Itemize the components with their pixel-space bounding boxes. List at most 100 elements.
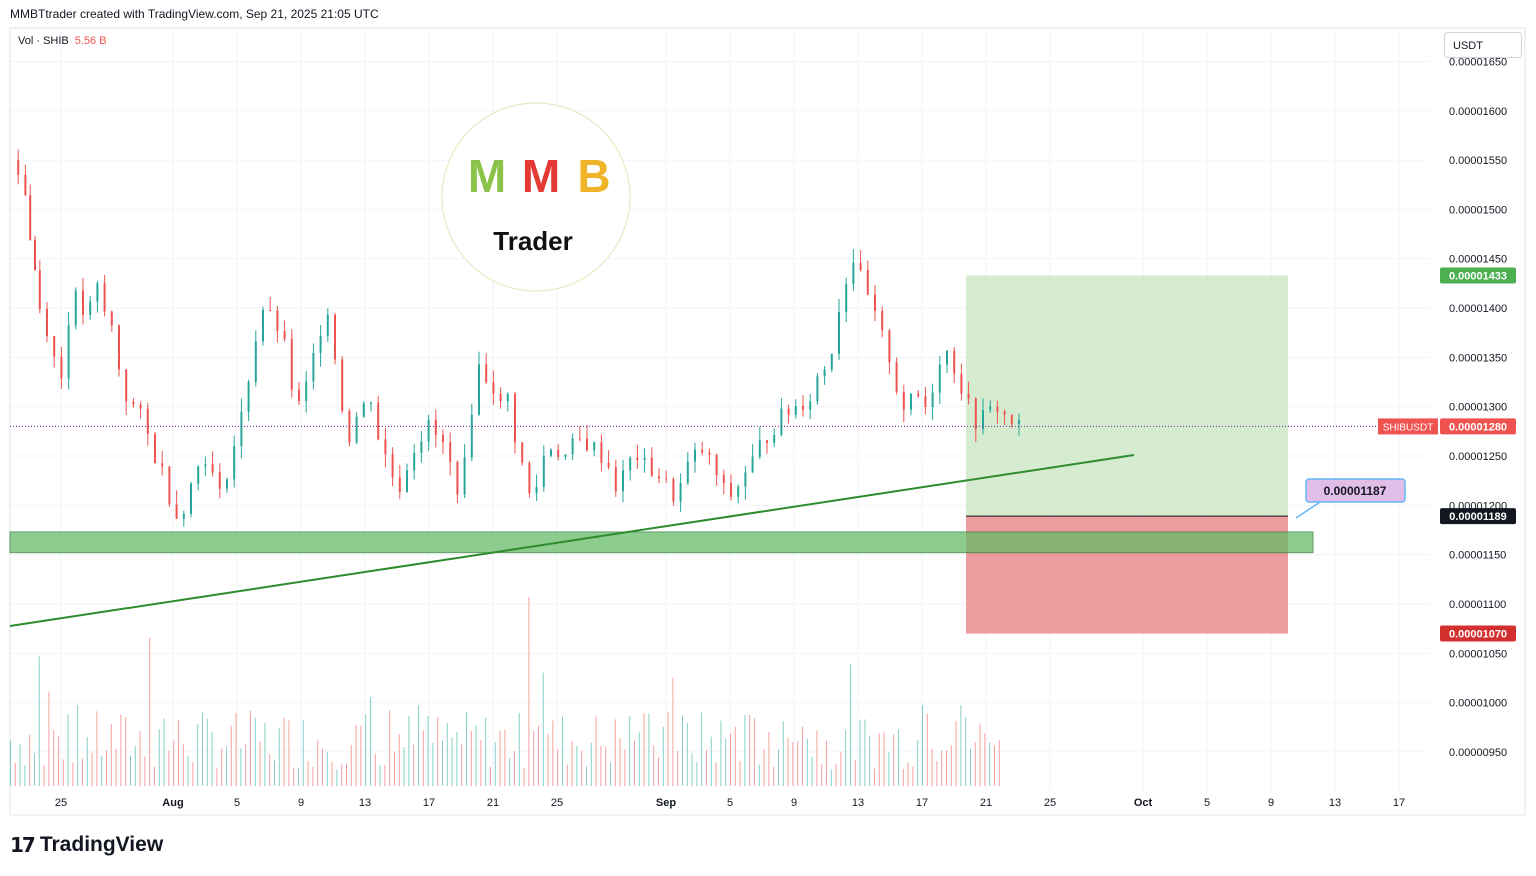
volume-bar [754,718,755,786]
volume-bar [216,768,218,786]
tradingview-wordmark: TradingView [39,833,164,856]
y-tick-label: 0.00001450 [1449,254,1507,266]
take-profit-tag-bg [1440,267,1516,284]
candle-body [60,356,63,379]
trendline [9,454,1135,627]
volume-bar [461,743,463,786]
volume-bar [442,740,443,786]
volume-bar [542,672,544,786]
volume-bar [72,762,74,786]
x-tick-label: 25 [55,797,67,809]
candle-body [881,311,884,331]
volume-bar [374,753,376,786]
volume-bar [730,733,731,786]
candle-body [46,308,48,337]
y-tick-label: 0.00001200 [1449,500,1507,512]
candle-body [17,160,20,175]
tradingview-logo[interactable]: 17 TradingView [10,833,163,857]
candle-body [1003,411,1006,415]
candle-body [989,406,992,410]
volume-bar [859,719,861,786]
volume-bar [970,748,971,786]
volume-bar [566,764,568,786]
volume-bar [686,722,688,786]
support-zone [9,531,1314,554]
volume-bar [139,731,141,786]
volume-bar [941,750,943,786]
candle-body [370,402,372,404]
volume-bar [403,747,405,786]
y-tick-label: 0.00001400 [1449,303,1507,315]
volume-bar [288,720,290,786]
volume-bar [29,734,31,786]
volume-bar [82,758,83,786]
currency-selector[interactable]: USDT [1444,32,1522,58]
candle-body [773,434,776,443]
volume-bar [874,768,875,786]
volume-bar [120,714,122,786]
volume-bar [710,736,712,786]
volume-bar [878,733,880,786]
volume-bar [269,754,271,786]
volume-bar [557,749,559,786]
candle-body [154,433,156,464]
y-tick-label: 0.00001500 [1449,204,1507,216]
candle-body [636,457,639,460]
volume-bar [922,705,923,786]
volume-bar [917,740,919,786]
volume-bar [19,743,21,786]
volume-bar [456,732,458,786]
watermark-logo: M M B Trader [441,102,631,292]
candle-body [355,416,358,443]
volume-bar [298,768,299,786]
volume-bar [197,724,199,786]
candle-body [427,419,430,442]
volume-bar [605,746,607,786]
volume-bar [533,730,535,786]
volume-bar [499,730,501,786]
volume-bar [202,712,203,786]
volume-bar [235,712,237,786]
candle-body [917,393,920,397]
y-tick-label: 0.00001050 [1449,648,1507,660]
volume-bar [245,743,247,786]
candle-body [550,449,552,456]
candle-body [1010,414,1013,425]
candle-body [622,470,624,492]
x-tick-label: 9 [1268,797,1274,809]
candle-body [103,283,106,312]
candle-body [218,472,221,489]
volume-bar [62,759,64,786]
y-tick-label: 0.00001150 [1449,550,1506,562]
annotation-callout: 0.00001187 [1324,484,1387,498]
candle-body [866,269,869,295]
candle-body [557,449,560,457]
volume-bar [518,712,520,786]
candle-body [125,369,128,402]
candle-body [874,294,876,312]
candle-body [276,310,279,332]
volume-bar [998,740,1000,786]
volume-bar [590,742,592,786]
volume-bar [931,748,933,786]
candle-body [600,442,603,463]
volume-bar [437,717,439,786]
candle-body [269,310,272,312]
candle-body [182,513,185,519]
volume-bar [907,762,909,786]
volume-bar [845,729,847,786]
y-tick-label: 0.00000950 [1449,747,1507,759]
take-profit-tag: 0.00001433 [1449,270,1507,282]
volume-bar [797,741,799,786]
candle-body [946,350,948,365]
volume-bar [960,705,962,786]
candle-body [650,457,653,477]
volume-bar [888,752,890,786]
volume-bar [950,745,952,786]
volume-bar [466,712,467,786]
volume-bar [854,759,856,786]
volume-bar [528,597,530,786]
volume-legend-label: Vol · SHIB [18,35,69,47]
volume-bar [336,769,338,786]
